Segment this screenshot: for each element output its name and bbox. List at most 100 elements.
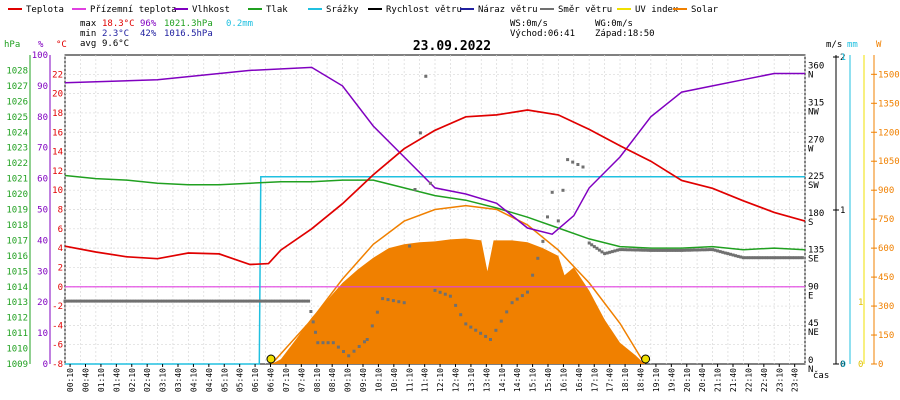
wind-direction-mark bbox=[336, 345, 340, 349]
wind-direction-mark bbox=[248, 299, 252, 303]
temp-tick-3: -2 bbox=[52, 302, 63, 312]
wind-direction-mark bbox=[772, 256, 776, 260]
wind-direction-mark bbox=[459, 313, 463, 317]
press-tick-10: 1019 bbox=[6, 206, 28, 216]
x-tick-2: 01:10 bbox=[97, 368, 106, 392]
wind-direction-mark bbox=[130, 299, 134, 303]
temp-tick-7: 6 bbox=[58, 225, 63, 235]
wind-direction-mark bbox=[217, 299, 221, 303]
x-tick-4: 02:10 bbox=[128, 368, 137, 392]
legend-label-0: Teplota bbox=[26, 5, 64, 15]
dir-tick-label-6: W bbox=[808, 144, 814, 154]
wind-direction-mark bbox=[795, 256, 799, 260]
x-tick-40: 20:10 bbox=[683, 368, 692, 392]
hum-tick-10: 100 bbox=[32, 51, 48, 61]
wind-direction-mark bbox=[240, 299, 244, 303]
wind-direction-mark bbox=[777, 256, 781, 260]
hum-tick-5: 50 bbox=[37, 206, 48, 216]
temperature-line bbox=[64, 109, 806, 266]
wind-direction-mark bbox=[279, 299, 283, 303]
legend-label-2: Vlhkost bbox=[192, 5, 230, 15]
wind-direction-mark bbox=[672, 248, 676, 252]
solar-tick-0: 0 bbox=[878, 360, 883, 370]
unit-temp: °C bbox=[56, 40, 67, 50]
wind-direction-mark bbox=[693, 248, 696, 252]
wind-direction-mark bbox=[484, 334, 488, 338]
wind-direction-mark bbox=[402, 301, 406, 305]
wind-direction-mark bbox=[156, 299, 159, 303]
temp-tick-10: 12 bbox=[52, 167, 63, 177]
x-tick-22: 11:10 bbox=[405, 368, 414, 392]
x-tick-33: 16:40 bbox=[575, 368, 584, 392]
stat-min-press: 1016.5hPa bbox=[164, 29, 213, 39]
wind-direction-mark bbox=[375, 310, 379, 314]
dir-tick-label-1: NE bbox=[808, 328, 819, 338]
dir-tick-value-2: 90 bbox=[808, 282, 819, 292]
humidity-line bbox=[64, 66, 805, 236]
wind-direction-mark bbox=[654, 248, 658, 252]
x-tick-25: 12:40 bbox=[452, 368, 461, 392]
wind-direction-mark bbox=[664, 248, 668, 252]
wind-direction-mark bbox=[357, 345, 361, 348]
temp-tick-9: 10 bbox=[52, 186, 63, 196]
wind-direction-mark bbox=[197, 299, 201, 303]
temp-tick-4: 0 bbox=[58, 283, 63, 293]
stat-sunrise: Východ:06:41 bbox=[510, 29, 575, 39]
wind-direction-mark bbox=[179, 299, 183, 303]
wind-direction-mark bbox=[220, 299, 224, 303]
x-tick-14: 07:10 bbox=[282, 368, 291, 392]
wind-direction-mark bbox=[695, 248, 699, 252]
legend-label-4: Srážky bbox=[326, 5, 359, 15]
wind-direction-mark bbox=[276, 299, 280, 303]
x-tick-10: 05:10 bbox=[220, 368, 229, 392]
press-tick-2: 1011 bbox=[6, 329, 28, 339]
press-tick-0: 1009 bbox=[6, 360, 28, 370]
x-tick-29: 14:40 bbox=[513, 368, 522, 392]
wind-direction-mark bbox=[125, 299, 129, 303]
x-tick-12: 06:10 bbox=[251, 368, 260, 392]
wind-direction-mark bbox=[413, 188, 417, 191]
wind-direction-mark bbox=[479, 331, 483, 335]
wind-direction-mark bbox=[243, 299, 247, 303]
wind-direction-mark bbox=[132, 299, 136, 303]
sun-event-marker-0 bbox=[266, 354, 276, 364]
legend-label-1: Přízemní teplota bbox=[90, 5, 177, 15]
wind-direction-mark bbox=[590, 243, 594, 247]
press-tick-15: 1024 bbox=[6, 128, 28, 138]
press-tick-4: 1013 bbox=[6, 298, 28, 308]
wind-direction-mark bbox=[66, 299, 70, 303]
wind-direction-mark bbox=[754, 256, 758, 260]
temp-tick-6: 4 bbox=[58, 244, 63, 254]
wind-direction-mark bbox=[363, 340, 366, 344]
wind-direction-mark bbox=[215, 299, 219, 303]
wind-direction-mark bbox=[84, 299, 88, 303]
wind-direction-mark bbox=[700, 248, 704, 252]
wind-direction-mark bbox=[186, 299, 190, 303]
x-tick-6: 03:10 bbox=[159, 368, 168, 392]
wind-direction-mark bbox=[705, 248, 709, 252]
temp-tick-8: 8 bbox=[58, 206, 63, 216]
legend-label-8: UV index bbox=[635, 5, 679, 15]
wind-direction-mark bbox=[263, 299, 267, 303]
wind-direction-mark bbox=[112, 299, 116, 303]
wind-direction-mark bbox=[736, 254, 740, 258]
wind-direction-mark bbox=[342, 350, 345, 353]
wind-direction-mark bbox=[225, 299, 229, 303]
x-tick-46: 23:10 bbox=[775, 368, 784, 392]
wind-direction-mark bbox=[424, 74, 428, 78]
wind-direction-mark bbox=[194, 299, 198, 303]
wind-direction-mark bbox=[443, 292, 447, 296]
wind-direction-mark bbox=[122, 299, 126, 303]
wind-direction-mark bbox=[102, 299, 105, 303]
wind-direction-mark bbox=[210, 299, 213, 303]
press-tick-5: 1014 bbox=[6, 283, 28, 293]
wind-direction-mark bbox=[464, 322, 468, 326]
x-tick-0: 00:10 bbox=[66, 368, 75, 392]
wind-direction-mark bbox=[571, 160, 575, 164]
wind-direction-mark bbox=[711, 248, 714, 252]
wind-direction-mark bbox=[304, 299, 308, 303]
wind-direction-mark bbox=[381, 297, 385, 301]
wind-direction-mark bbox=[311, 320, 315, 324]
x-tick-21: 10:40 bbox=[390, 368, 399, 392]
x-tick-26: 13:10 bbox=[467, 368, 476, 392]
